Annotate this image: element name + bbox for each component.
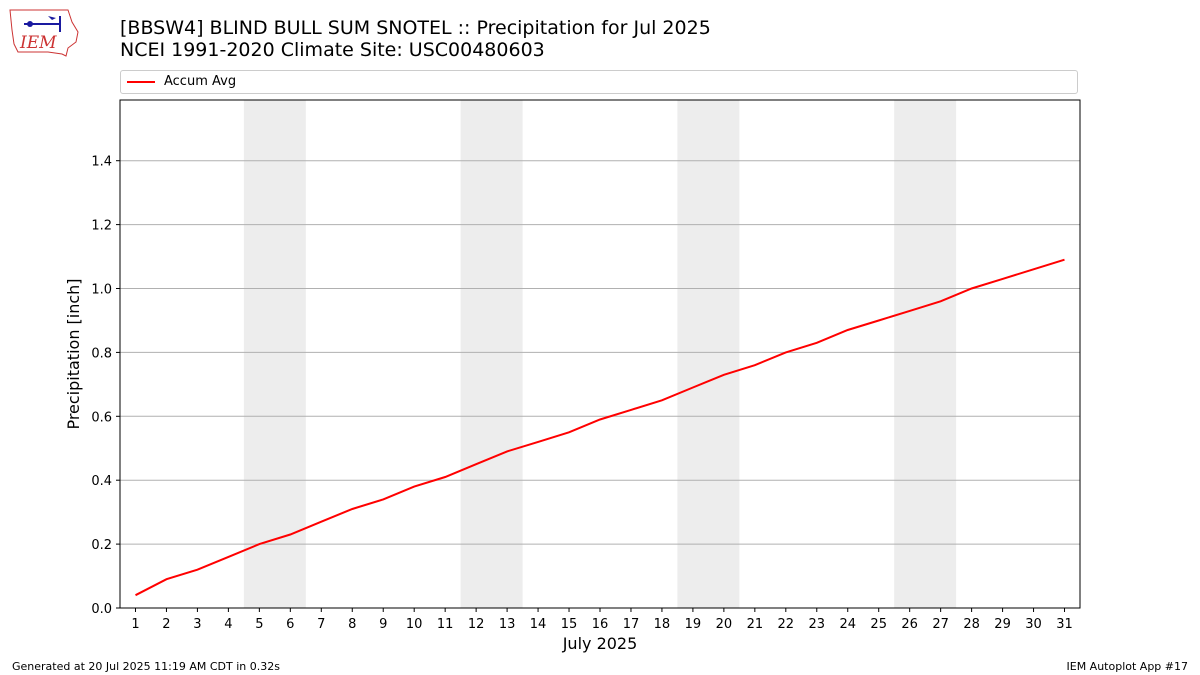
- generated-footer: Generated at 20 Jul 2025 11:19 AM CDT in…: [12, 660, 280, 673]
- x-tick-label-2: 3: [193, 617, 201, 632]
- chart-title: [BBSW4] BLIND BULL SUM SNOTEL :: Precipi…: [120, 17, 711, 61]
- x-tick-label-6: 7: [317, 617, 325, 632]
- x-tick-label-29: 30: [1025, 617, 1042, 632]
- iem-logo: IEM: [9, 9, 79, 57]
- y-tick-label-4: 0.8: [91, 346, 112, 361]
- x-tick-label-12: 13: [499, 617, 516, 632]
- weekend-band-0: [243, 100, 306, 608]
- x-tick-label-16: 17: [623, 617, 640, 632]
- x-tick-label-22: 23: [809, 617, 826, 632]
- x-tick-label-24: 25: [870, 617, 887, 632]
- plot-frame: [119, 99, 1081, 609]
- x-tick-label-20: 21: [747, 617, 764, 632]
- y-tick-label-1: 0.2: [91, 538, 112, 553]
- x-tick-label-26: 27: [932, 617, 949, 632]
- weekend-band-2: [677, 100, 740, 608]
- legend: Accum Avg: [120, 70, 1078, 94]
- weekend-band-3: [894, 100, 957, 608]
- y-tick-label-0: 0.0: [91, 602, 112, 617]
- x-tick-label-5: 6: [286, 617, 294, 632]
- x-tick-label-13: 14: [530, 617, 547, 632]
- x-tick-label-25: 26: [901, 617, 918, 632]
- y-tick-label-5: 1.0: [91, 283, 112, 298]
- y-tick-label-6: 1.2: [91, 219, 112, 234]
- x-tick-label-19: 20: [716, 617, 733, 632]
- x-tick-label-10: 11: [437, 617, 454, 632]
- x-tick-label-17: 18: [654, 617, 671, 632]
- legend-line-swatch: [127, 81, 155, 83]
- y-axis-label: Precipitation [inch]: [64, 278, 83, 429]
- y-tick-label-2: 0.4: [91, 474, 112, 489]
- x-tick-label-21: 22: [778, 617, 795, 632]
- y-tick-label-7: 1.4: [91, 155, 112, 170]
- x-tick-label-14: 15: [561, 617, 578, 632]
- x-tick-label-23: 24: [839, 617, 856, 632]
- x-tick-label-9: 10: [406, 617, 423, 632]
- logo-text: IEM: [19, 33, 57, 53]
- x-tick-label-3: 4: [224, 617, 232, 632]
- x-tick-label-27: 28: [963, 617, 980, 632]
- x-tick-label-11: 12: [468, 617, 485, 632]
- title-line-1: [BBSW4] BLIND BULL SUM SNOTEL :: Precipi…: [120, 17, 711, 39]
- x-tick-label-8: 9: [379, 617, 387, 632]
- x-tick-label-4: 5: [255, 617, 263, 632]
- app-footer: IEM Autoplot App #17: [1066, 660, 1189, 673]
- x-tick-label-30: 31: [1056, 617, 1073, 632]
- title-line-2: NCEI 1991-2020 Climate Site: USC00480603: [120, 39, 545, 61]
- x-tick-label-18: 19: [685, 617, 702, 632]
- x-tick-label-7: 8: [348, 617, 356, 632]
- x-tick-label-0: 1: [131, 617, 139, 632]
- weekend-band-1: [460, 100, 523, 608]
- x-tick-label-28: 29: [994, 617, 1011, 632]
- x-axis-label: July 2025: [562, 634, 638, 653]
- y-tick-label-3: 0.6: [91, 410, 112, 425]
- x-tick-label-1: 2: [162, 617, 170, 632]
- x-tick-label-15: 16: [592, 617, 609, 632]
- legend-label: Accum Avg: [164, 74, 237, 89]
